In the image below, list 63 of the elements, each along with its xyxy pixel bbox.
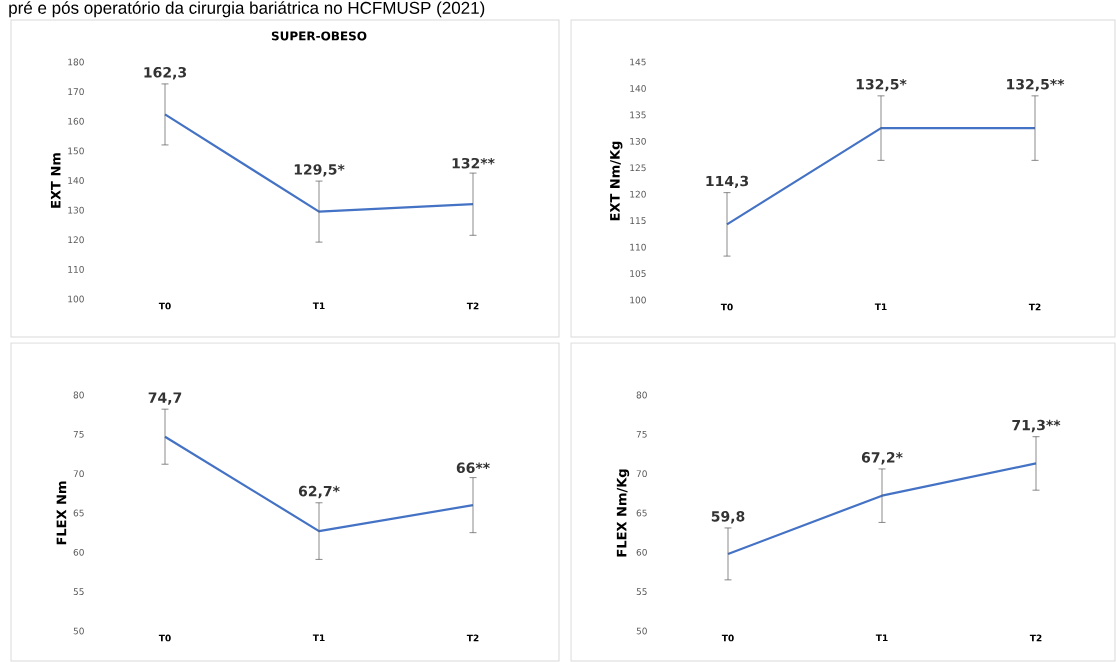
x-tick-label: T1 <box>875 634 888 642</box>
y-tick-label: 140 <box>630 85 646 92</box>
y-tick-label: 125 <box>630 164 646 172</box>
data-label: 114,3 <box>706 175 749 189</box>
x-tick-label: T0 <box>158 634 171 642</box>
x-tick-label: T0 <box>721 634 734 642</box>
data-label: 67,2* <box>861 452 903 465</box>
data-label: 129,5* <box>294 164 345 177</box>
y-tick-label: 80 <box>636 391 647 399</box>
y-tick-label: 100 <box>630 296 646 304</box>
y-tick-label: 65 <box>636 509 647 517</box>
y-tick-label: 110 <box>630 243 646 251</box>
y-tick-label: 105 <box>630 270 646 277</box>
y-tick-label: 55 <box>636 588 647 596</box>
x-tick-label: T1 <box>874 303 887 311</box>
y-tick-label: 180 <box>68 58 84 66</box>
y-tick-label: 110 <box>68 265 84 273</box>
data-label: 62,7* <box>298 485 340 499</box>
y-axis-title: EXT Nm/Kg <box>610 141 623 221</box>
y-tick-label: 170 <box>68 88 84 96</box>
y-axis-title: FLEX Nm/Kg <box>616 469 630 557</box>
y-tick-label: 130 <box>630 137 646 145</box>
x-tick-label: T0 <box>158 302 171 310</box>
chart-title: SUPER-OBESO <box>271 31 367 41</box>
y-tick-label: 160 <box>68 117 84 125</box>
y-tick-label: 130 <box>68 206 84 214</box>
x-tick-label: T1 <box>312 302 325 310</box>
x-tick-label: T0 <box>720 303 733 311</box>
y-tick-label: 80 <box>73 391 84 399</box>
x-tick-label: T2 <box>1028 303 1041 311</box>
y-tick-label: 60 <box>636 548 647 556</box>
data-label: 162,3 <box>144 67 187 80</box>
y-axis-title: EXT Nm <box>50 153 61 208</box>
y-tick-label: 135 <box>630 111 646 119</box>
data-label: 132,5** <box>1007 78 1065 92</box>
y-tick-label: 120 <box>630 190 646 198</box>
y-axis-title: FLEX Nm <box>56 481 67 545</box>
text: pré e pós operatório da cirurgia bariátrica no HCFMUSP (2021) <box>9 1 485 18</box>
x-tick-label: T2 <box>466 302 479 310</box>
y-tick-label: 140 <box>68 177 84 184</box>
data-label: 74,7 <box>148 392 182 405</box>
y-tick-label: 150 <box>68 147 84 155</box>
x-tick-label: T2 <box>1029 634 1042 642</box>
y-tick-label: 120 <box>68 236 84 244</box>
y-tick-label: 70 <box>73 470 84 478</box>
y-tick-label: 115 <box>630 217 646 225</box>
y-tick-label: 55 <box>73 588 84 596</box>
data-label: 59,8 <box>711 511 745 524</box>
y-tick-label: 100 <box>68 295 84 303</box>
x-tick-label: T2 <box>466 634 479 642</box>
y-tick-label: 65 <box>73 509 84 517</box>
y-tick-label: 50 <box>73 627 84 635</box>
x-tick-label: T1 <box>312 634 325 642</box>
y-tick-label: 50 <box>636 627 647 635</box>
y-tick-label: 75 <box>636 430 647 438</box>
data-label: 66** <box>456 462 490 474</box>
y-tick-label: 145 <box>630 58 646 66</box>
data-label: 71,3** <box>1012 419 1061 433</box>
data-label: 132,5* <box>856 78 907 92</box>
y-tick-label: 70 <box>636 470 647 478</box>
y-tick-label: 60 <box>73 548 84 556</box>
y-tick-label: 75 <box>73 430 84 438</box>
data-label: 132** <box>452 157 495 169</box>
